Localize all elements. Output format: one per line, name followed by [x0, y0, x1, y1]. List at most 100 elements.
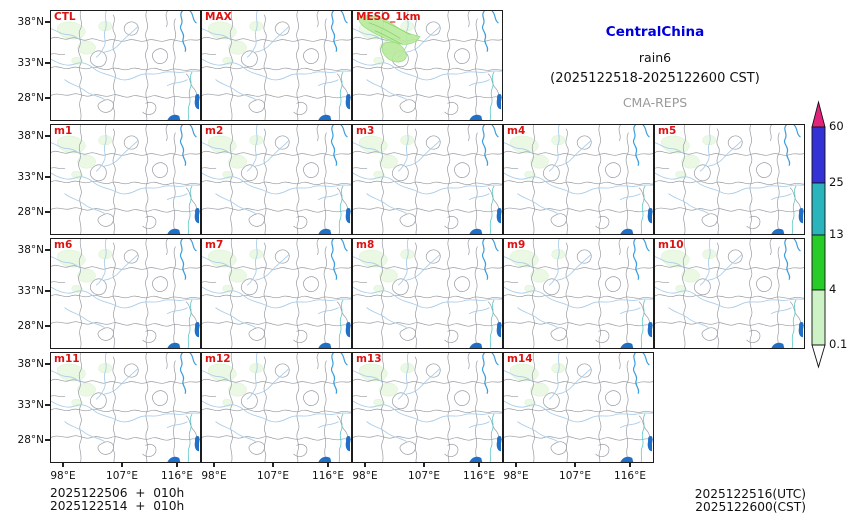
panel-label-m14: m14: [507, 353, 533, 365]
y-axis-tick: [45, 404, 50, 406]
panel-meso-1km: MESO_1km: [352, 10, 503, 121]
variable-name: rain6: [638, 50, 672, 65]
basemap-m3: [353, 125, 502, 234]
basemap-ctl: [51, 11, 200, 120]
x-axis-tick: [121, 463, 123, 467]
y-axis-tick: [45, 439, 50, 441]
panel-m6: m6: [50, 238, 201, 349]
y-axis-tick: [45, 249, 50, 251]
y-axis-label: 38°N: [17, 244, 44, 256]
y-axis-tick: [45, 21, 50, 23]
basemap-m5: [655, 125, 804, 234]
colorbar-label: 4: [829, 282, 837, 296]
panel-label-m5: m5: [658, 125, 677, 137]
panel-label-meso-1km: MESO_1km: [356, 11, 421, 23]
x-axis-tick: [327, 463, 329, 467]
panel-label-m9: m9: [507, 239, 526, 251]
basemap-max: [202, 11, 351, 120]
init-time-line-2: 2025122514 + 010h: [50, 499, 185, 513]
panel-label-ctl: CTL: [54, 11, 76, 23]
y-axis-tick: [45, 290, 50, 292]
colorbar-segment: [811, 289, 826, 346]
x-axis-tick: [272, 463, 274, 467]
y-axis-tick: [45, 62, 50, 64]
y-axis-tick: [45, 325, 50, 327]
basemap-m1: [51, 125, 200, 234]
x-axis-label: 116°E: [614, 470, 646, 482]
panel-label-m8: m8: [356, 239, 375, 251]
panel-ctl: CTL: [50, 10, 201, 121]
panel-label-m10: m10: [658, 239, 684, 251]
x-axis-label: 107°E: [106, 470, 138, 482]
x-axis-label: 107°E: [257, 470, 289, 482]
y-axis-label: 38°N: [17, 130, 44, 142]
x-axis-tick: [423, 463, 425, 467]
x-axis-label: 107°E: [408, 470, 440, 482]
basemap-m7: [202, 239, 351, 348]
panel-label-m11: m11: [54, 353, 80, 365]
panel-m14: m14: [503, 352, 654, 463]
panel-m11: m11: [50, 352, 201, 463]
panel-m4: m4: [503, 124, 654, 235]
basemap-meso-1km: [353, 11, 502, 120]
x-axis-tick: [213, 463, 215, 467]
valid-time-cst: 2025122600(CST): [695, 500, 806, 514]
basemap-m6: [51, 239, 200, 348]
y-axis-label: 28°N: [17, 206, 44, 218]
colorbar-segment: [811, 182, 826, 236]
x-axis-label: 116°E: [161, 470, 193, 482]
x-axis-tick: [62, 463, 64, 467]
panel-label-m3: m3: [356, 125, 375, 137]
x-axis-tick: [364, 463, 366, 467]
y-axis-label: 33°N: [17, 285, 44, 297]
y-axis-tick: [45, 97, 50, 99]
init-time-line-1: 2025122506 + 010h: [50, 486, 185, 500]
basemap-m8: [353, 239, 502, 348]
basemap-m13: [353, 353, 502, 462]
panel-label-m1: m1: [54, 125, 73, 137]
panel-label-m12: m12: [205, 353, 231, 365]
x-axis-tick: [574, 463, 576, 467]
y-axis-label: 28°N: [17, 320, 44, 332]
colorbar: [811, 100, 826, 369]
panel-m10: m10: [654, 238, 805, 349]
y-axis-label: 28°N: [17, 92, 44, 104]
region-title: CentralChina: [605, 24, 705, 40]
panel-m8: m8: [352, 238, 503, 349]
panel-m1: m1: [50, 124, 201, 235]
panel-m13: m13: [352, 352, 503, 463]
panel-label-m2: m2: [205, 125, 224, 137]
basemap-m11: [51, 353, 200, 462]
basemap-m2: [202, 125, 351, 234]
panel-max: MAX: [201, 10, 352, 121]
y-axis-label: 38°N: [17, 16, 44, 28]
y-axis-label: 38°N: [17, 358, 44, 370]
model-name: CMA-REPS: [622, 95, 688, 110]
x-axis-label: 98°E: [50, 470, 76, 482]
y-axis-label: 33°N: [17, 57, 44, 69]
basemap-m12: [202, 353, 351, 462]
panel-label-m6: m6: [54, 239, 73, 251]
basemap-m4: [504, 125, 653, 234]
y-axis-tick: [45, 211, 50, 213]
x-axis-label: 98°E: [201, 470, 227, 482]
x-axis-label: 98°E: [503, 470, 529, 482]
panel-label-m7: m7: [205, 239, 224, 251]
colorbar-over-arrow: [811, 100, 826, 128]
panel-m7: m7: [201, 238, 352, 349]
y-axis-label: 28°N: [17, 434, 44, 446]
panel-label-m4: m4: [507, 125, 526, 137]
colorbar-under-arrow: [811, 344, 826, 369]
panel-label-m13: m13: [356, 353, 382, 365]
basemap-m14: [504, 353, 653, 462]
basemap-m10: [655, 239, 804, 348]
colorbar-label: 0.1: [829, 337, 848, 351]
y-axis-tick: [45, 176, 50, 178]
y-axis-tick: [45, 363, 50, 365]
y-axis-label: 33°N: [17, 171, 44, 183]
panel-m12: m12: [201, 352, 352, 463]
x-axis-label: 116°E: [463, 470, 495, 482]
x-axis-tick: [629, 463, 631, 467]
x-axis-tick: [478, 463, 480, 467]
